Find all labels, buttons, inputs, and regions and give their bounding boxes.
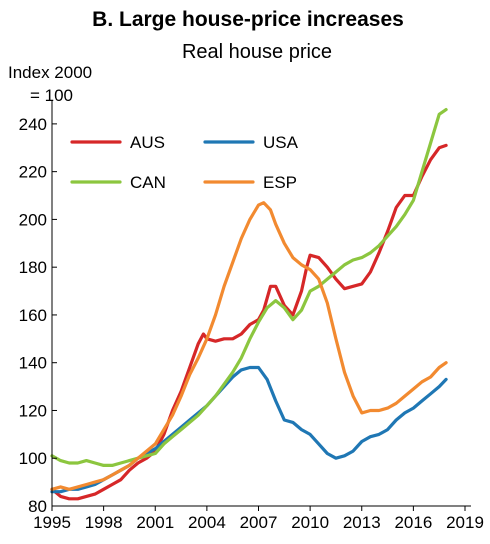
x-tick-label: 2007 <box>240 513 278 532</box>
y-tick-label: 80 <box>28 497 47 516</box>
y-tick-label: 100 <box>19 449 47 468</box>
y-tick-label: 120 <box>19 401 47 420</box>
ticks-layer: 80 100 120 140 160 180 200 220 240 1995 1998 2001 20… <box>19 115 484 532</box>
y-tick-label: 240 <box>19 115 47 134</box>
y-tick-label: 160 <box>19 306 47 325</box>
legend-label-can: CAN <box>130 173 166 192</box>
y-tick-label: 180 <box>19 258 47 277</box>
series-line-usa <box>50 365 448 494</box>
legend-label-esp: ESP <box>263 173 297 192</box>
x-tick-label: 1998 <box>85 513 123 532</box>
legend-label-usa: USA <box>263 133 299 152</box>
x-tick-label: 2019 <box>446 513 484 532</box>
x-tick-label: 1995 <box>33 513 71 532</box>
series-line-aus <box>50 143 448 501</box>
x-tick-label: 2010 <box>291 513 329 532</box>
x-tick-label: 2013 <box>343 513 381 532</box>
y-axis-unit-line2: = 100 <box>30 86 73 105</box>
x-tick-label: 2016 <box>394 513 432 532</box>
chart-subtitle: Real house price <box>182 41 332 63</box>
legend: AUS USA CAN ESP <box>70 133 299 192</box>
y-tick-label: 140 <box>19 354 47 373</box>
y-tick-label: 200 <box>19 210 47 229</box>
x-tick-label: 2004 <box>188 513 226 532</box>
chart-title: B. Large house-price increases <box>92 8 404 31</box>
legend-label-aus: AUS <box>130 133 165 152</box>
y-axis-unit-line1: Index 2000 <box>8 63 92 82</box>
series-line-esp <box>50 201 448 491</box>
series-line-can <box>50 108 448 467</box>
x-tick-label: 2001 <box>136 513 174 532</box>
series-layer <box>50 108 448 501</box>
y-tick-label: 220 <box>19 163 47 182</box>
